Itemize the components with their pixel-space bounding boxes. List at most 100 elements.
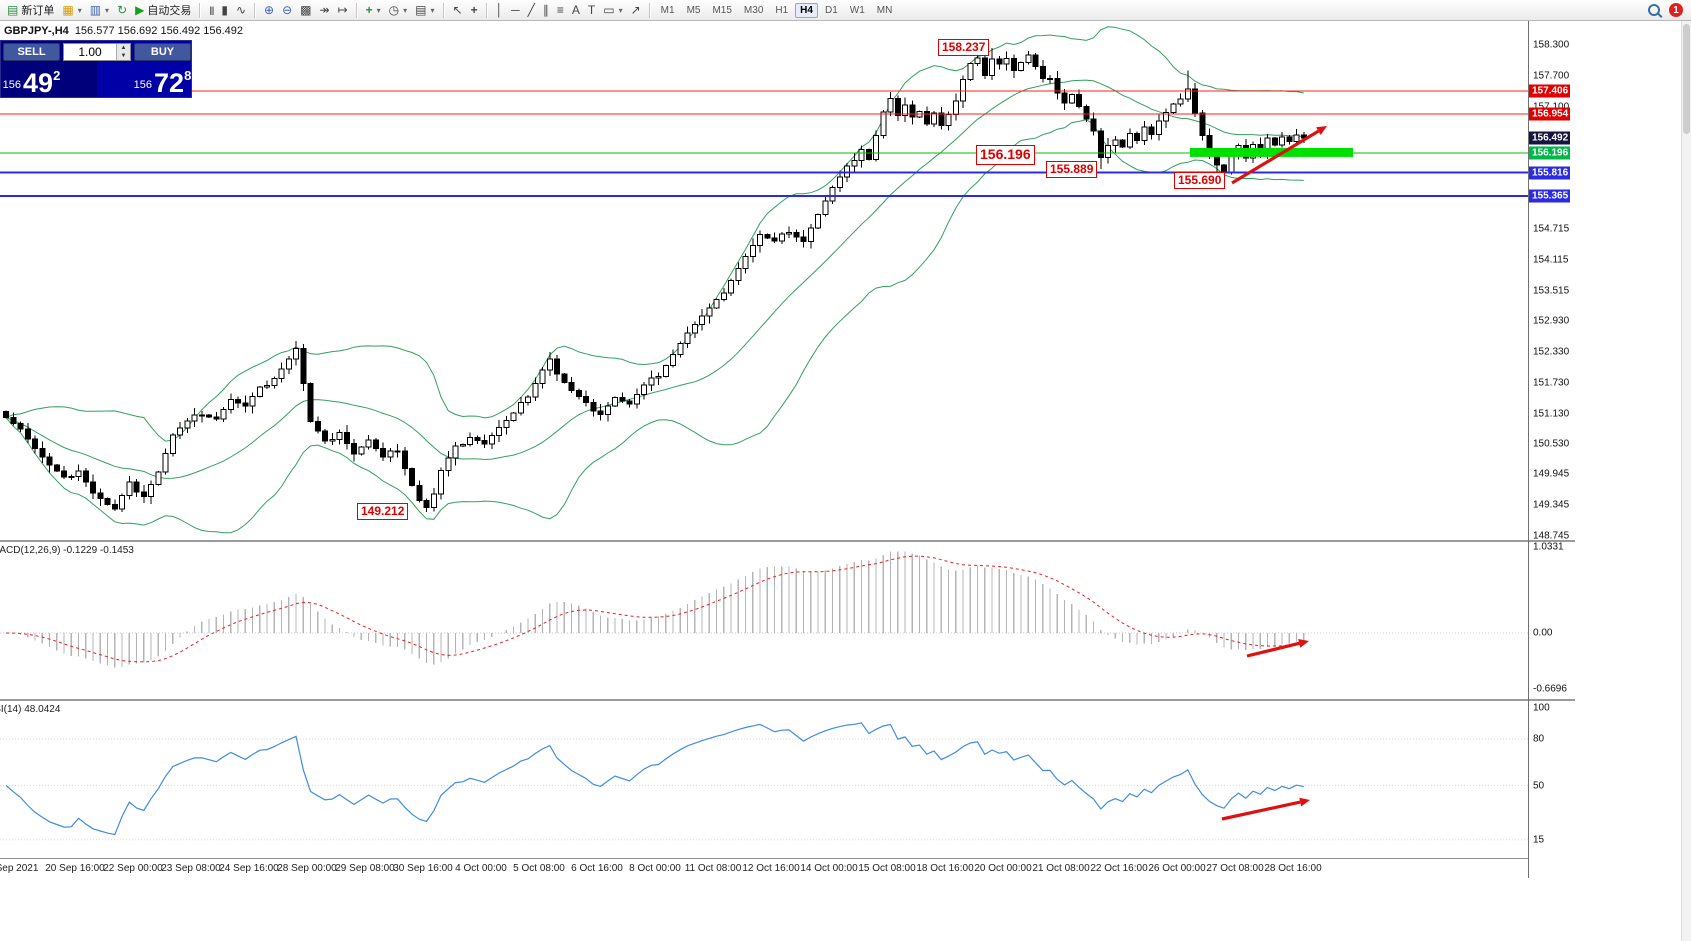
price-axis-label: 151.130: [1533, 408, 1570, 420]
rsi-axis-label: 15: [1533, 834, 1545, 846]
macd-chart[interactable]: [0, 542, 1528, 699]
trend-arrow-head[interactable]: [1316, 126, 1327, 135]
time-axis-label: 8 Oct 00:00: [629, 863, 681, 874]
trend-arrow[interactable]: [1246, 641, 1300, 658]
trendline-button[interactable]: ╱: [524, 1, 539, 19]
time-axis-label: 28 Oct 16:00: [1264, 863, 1322, 874]
trend-arrow[interactable]: [1221, 800, 1301, 821]
buy-price-prefix: 156: [133, 79, 153, 91]
autotrading-label: 自动交易: [147, 5, 192, 17]
price-axis-box-155.365[interactable]: 155.365: [1529, 189, 1571, 203]
label-tool-button[interactable]: T: [584, 1, 599, 19]
vertical-line-icon: │: [495, 3, 504, 17]
timeframe-m5-button[interactable]: M5: [686, 4, 701, 16]
notification-badge[interactable]: 1: [1669, 3, 1683, 17]
main-chart[interactable]: [0, 21, 1528, 540]
trend-arrow-head[interactable]: [1299, 797, 1310, 807]
arrow-tool-button[interactable]: ↗: [627, 1, 645, 19]
rsi-axis-label: 50: [1533, 780, 1545, 791]
profiles-button[interactable]: ▥ ▾: [86, 1, 113, 19]
line-chart-button[interactable]: ∿: [232, 1, 250, 19]
buy-button[interactable]: BUY: [134, 43, 191, 61]
sell-button[interactable]: SELL: [3, 43, 60, 61]
price-annotation-155.690[interactable]: 155.690: [1174, 172, 1226, 189]
cursor-icon: ↖: [452, 3, 463, 17]
zoom-in-button[interactable]: ⊕: [260, 1, 278, 19]
timeframe-m15-button[interactable]: M15: [712, 4, 732, 16]
price-axis-box-156.954[interactable]: 156.954: [1529, 107, 1571, 121]
price-axis-box-156.196[interactable]: 156.196: [1529, 146, 1571, 160]
rsi-panel[interactable]: RSI(14) 48.0424: [0, 701, 1528, 858]
main-chart-panel[interactable]: GBPJPY-,H4 156.577 156.692 156.492 156.49…: [0, 21, 1528, 540]
refresh-button[interactable]: ↻: [113, 1, 131, 19]
timeframe-m1-button[interactable]: M1: [660, 4, 675, 16]
bar-chart-button[interactable]: |||: [205, 1, 217, 19]
symbol-timeframe-label: GBPJPY-,H4: [4, 25, 69, 37]
shapes-button[interactable]: ▭ ▾: [599, 1, 626, 19]
toolbar-separator: [199, 2, 202, 18]
green-trend-bar[interactable]: [1190, 147, 1353, 157]
zoom-out-button[interactable]: ⊖: [278, 1, 296, 19]
new-chart-button[interactable]: ▦ ▾: [58, 1, 85, 19]
chevron-down-icon: ▾: [618, 5, 623, 15]
axis-separator: [1529, 540, 1575, 542]
time-axis-label: 12 Oct 16:00: [742, 863, 800, 874]
channel-button[interactable]: ∥: [539, 1, 553, 19]
price-axis-label: 154.715: [1533, 223, 1570, 235]
macd-histogram: [12, 551, 1305, 668]
cursor-button[interactable]: ↖: [449, 1, 467, 19]
price-annotation-149.212[interactable]: 149.212: [357, 503, 409, 520]
volume-input[interactable]: 1.00: [78, 45, 102, 59]
candlestick-chart-button[interactable]: ▮: [217, 1, 232, 19]
fibonacci-button[interactable]: ≡: [553, 1, 568, 19]
rsi-axis-label: 100: [1533, 702, 1550, 714]
refresh-icon: ↻: [117, 3, 128, 17]
panel-separator[interactable]: [0, 699, 1528, 701]
text-tool-button[interactable]: A: [568, 1, 584, 19]
volume-increase-button[interactable]: ▲: [117, 44, 130, 52]
volume-decrease-button[interactable]: ▼: [117, 52, 130, 60]
crosshair-button[interactable]: +: [467, 1, 482, 19]
price-annotation-155.889[interactable]: 155.889: [1046, 161, 1098, 178]
toolbar-separator: [442, 2, 445, 18]
price-axis-box-157.406[interactable]: 157.406: [1529, 84, 1571, 98]
bollinger-middle-band: [5, 79, 1304, 479]
volume-box: 1.00 ▲ ▼: [63, 43, 131, 61]
buy-price[interactable]: 156 72 8: [132, 63, 193, 99]
timeframe-mn-button[interactable]: MN: [876, 4, 893, 16]
price-axis-box-155.816[interactable]: 155.816: [1529, 166, 1571, 180]
vertical-line-button[interactable]: │: [492, 1, 508, 19]
templates-button[interactable]: ▤ ▾: [411, 1, 438, 19]
horizontal-line-button[interactable]: ─: [507, 1, 524, 19]
price-axis[interactable]: 158.300 157.700 157.100 154.715 154.115 153.5…: [1528, 21, 1575, 878]
panel-separator[interactable]: [0, 540, 1528, 542]
vertical-scrollbar[interactable]: [1681, 21, 1691, 941]
chart-shift-button[interactable]: ↦: [334, 1, 352, 19]
timeframe-m30-button[interactable]: M30: [743, 4, 764, 16]
auto-scroll-button[interactable]: ↠: [316, 1, 334, 19]
indicators-button[interactable]: + ▾: [362, 1, 385, 19]
search-icon[interactable]: [1648, 4, 1660, 16]
new-order-button[interactable]: ▤ 新订单: [3, 1, 58, 19]
price-annotation-158.237[interactable]: 158.237: [938, 39, 990, 56]
autotrading-button[interactable]: ▶ 自动交易: [131, 1, 195, 19]
timeframe-h4-button[interactable]: H4: [795, 2, 818, 18]
chart-symbol-info: GBPJPY-,H4 156.577 156.692 156.492 156.49…: [4, 25, 243, 37]
scrollbar-thumb[interactable]: [1683, 24, 1690, 134]
zoom-out-icon: ⊖: [282, 3, 293, 17]
timeframe-d1-button[interactable]: D1: [824, 4, 838, 16]
sell-price[interactable]: 156 49 2: [1, 63, 62, 99]
rsi-chart[interactable]: [0, 701, 1528, 858]
macd-panel[interactable]: MACD(12,26,9) -0.1229 -0.1453: [0, 542, 1528, 699]
tile-windows-button[interactable]: ▩: [296, 1, 315, 19]
price-annotation-156.196[interactable]: 156.196: [976, 145, 1035, 165]
trend-arrow-head[interactable]: [1298, 639, 1309, 648]
price-axis-box-156.492[interactable]: 156.492: [1529, 131, 1571, 145]
periods-button[interactable]: ◷ ▾: [385, 1, 412, 19]
trend-arrow[interactable]: [1231, 129, 1320, 185]
price-axis-label: 149.345: [1533, 499, 1570, 511]
timeframe-w1-button[interactable]: W1: [849, 4, 865, 16]
timeframe-h1-button[interactable]: H1: [775, 4, 789, 16]
time-axis-label: 29 Sep 08:00: [335, 863, 395, 874]
